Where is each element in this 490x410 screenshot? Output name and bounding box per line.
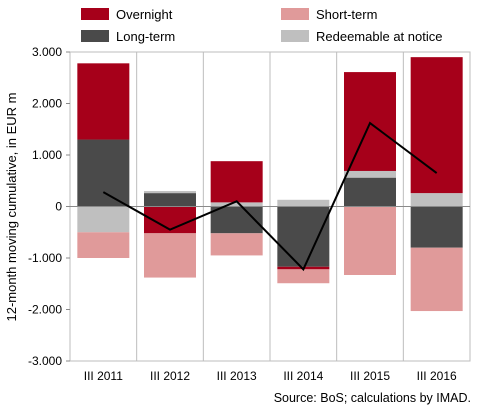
bar-short-term bbox=[344, 206, 396, 275]
bar-redeemable-at-notice bbox=[210, 202, 263, 207]
y-tick-label: 2.000 bbox=[32, 97, 62, 111]
legend: Overnight Short-term Long-term Redeemabl… bbox=[81, 7, 442, 44]
legend-label-long-term: Long-term bbox=[116, 29, 175, 44]
legend-label-short-term: Short-term bbox=[316, 7, 377, 22]
x-tick-label: III 2014 bbox=[283, 369, 323, 383]
bar-short-term bbox=[77, 232, 130, 258]
y-tick-label: 1.000 bbox=[32, 148, 62, 162]
legend-swatch-overnight bbox=[81, 8, 109, 20]
bar-long-term bbox=[144, 193, 196, 207]
legend-label-redeemable: Redeemable at notice bbox=[316, 29, 442, 44]
x-tick-label: III 2012 bbox=[150, 369, 190, 383]
bar-redeemable-at-notice bbox=[144, 191, 196, 194]
x-tick-label: III 2011 bbox=[84, 369, 123, 383]
source-note: Source: BoS; calculations by IMAD. bbox=[274, 391, 471, 405]
bar-short-term bbox=[410, 247, 463, 312]
y-tick-label: 3.000 bbox=[32, 45, 62, 59]
bar-short-term bbox=[210, 233, 263, 256]
x-tick-label: III 2015 bbox=[350, 369, 390, 383]
y-tick-label: -1.000 bbox=[28, 251, 62, 265]
x-tick-label: III 2016 bbox=[417, 369, 457, 383]
y-axis-title: 12-month moving cumulative, in EUR m bbox=[4, 92, 19, 321]
legend-label-overnight: Overnight bbox=[116, 7, 173, 22]
bar-long-term bbox=[277, 206, 330, 267]
bar-redeemable-at-notice bbox=[77, 206, 130, 233]
bar-redeemable-at-notice bbox=[344, 170, 396, 178]
bar-short-term bbox=[277, 269, 330, 284]
y-tick-label: 0 bbox=[55, 200, 62, 214]
bar-redeemable-at-notice bbox=[410, 193, 463, 207]
bar-overnight bbox=[210, 161, 263, 203]
total-line bbox=[102, 121, 438, 272]
legend-swatch-short-term bbox=[281, 8, 309, 20]
bar-overnight bbox=[344, 72, 396, 171]
bar-long-term bbox=[410, 206, 463, 248]
bar-short-term bbox=[144, 233, 196, 278]
plot-area: -3.000 -2.000 -1.000 0 1.000 2.000 3.000 III 20… bbox=[28, 45, 471, 383]
bar-overnight bbox=[410, 57, 463, 194]
bar-overnight bbox=[77, 63, 130, 140]
bar-long-term bbox=[77, 139, 130, 207]
bar-long-term bbox=[344, 177, 396, 207]
legend-swatch-long-term bbox=[81, 30, 109, 42]
y-tick-label: -2.000 bbox=[28, 303, 62, 317]
legend-swatch-redeemable bbox=[281, 30, 309, 42]
bar-redeemable-at-notice bbox=[277, 199, 330, 207]
x-tick-label: III 2013 bbox=[217, 369, 257, 383]
y-tick-label: -3.000 bbox=[28, 354, 62, 368]
